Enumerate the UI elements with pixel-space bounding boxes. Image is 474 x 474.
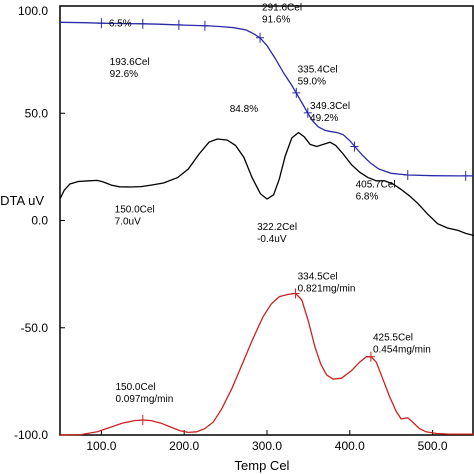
annotation-label: 91.6% — [262, 14, 290, 25]
annotation-label: -0.4uV — [257, 234, 287, 245]
y-tick-label: 100.0 — [18, 4, 48, 18]
annotation-label: 150.0Cel — [115, 204, 155, 215]
annotation-label: 405.7Cel — [356, 179, 396, 190]
tg-marker — [350, 141, 359, 152]
annotation-label: 322.2Cel — [257, 222, 297, 233]
annotation-label: 7.0uV — [115, 216, 141, 227]
y-tick-label: 0.0 — [31, 214, 48, 228]
x-tick-label: 100.0 — [86, 439, 116, 453]
annotation-label: 193.6Cel — [110, 57, 150, 68]
markers-group — [97, 18, 470, 425]
tg-marker — [200, 20, 209, 31]
x-tick-label: 400.0 — [335, 439, 365, 453]
tg-marker — [403, 170, 412, 181]
axes: 100.0 200.0 300.0 400.0 500.0 100.0 50.0 0.0 -50… — [14, 4, 474, 453]
dta-curve — [59, 131, 474, 237]
y-tick-label: 50.0 — [25, 106, 49, 120]
x-tick-label: 500.0 — [418, 439, 448, 453]
tg-curve — [59, 21, 474, 177]
tg-marker — [97, 18, 106, 29]
tg-marker — [461, 170, 470, 181]
dtg-curve — [59, 292, 474, 436]
x-tick-label: 300.0 — [252, 439, 282, 453]
tg-marker — [174, 19, 183, 30]
annotation-label: 150.0Cel — [115, 382, 155, 393]
dtg-marker — [366, 351, 375, 362]
dtg-marker — [138, 414, 147, 425]
annotation-label: 6.8% — [356, 191, 379, 202]
annotation-label: 349.3Cel — [310, 101, 350, 112]
annotation-label: 92.6% — [110, 69, 138, 80]
annotation-label: 0.097mg/min — [115, 394, 173, 405]
x-tick-label: 200.0 — [169, 439, 199, 453]
annotation-label: 0.454mg/min — [373, 345, 431, 356]
annotation-label: 291.6Cel — [262, 2, 302, 13]
annotation-label: 425.5Cel — [373, 333, 413, 344]
annotation-label: 0.821mg/min — [298, 283, 356, 294]
annotation-label: 59.0% — [298, 76, 326, 87]
tg-marker — [138, 18, 147, 29]
y-tick-label: -50.0 — [21, 321, 49, 335]
annotation-label: 84.8% — [230, 104, 258, 115]
y-tick-label: -100.0 — [14, 428, 48, 442]
annotation-label: 49.2% — [310, 113, 338, 124]
annotation-label: 334.5Cel — [298, 271, 338, 282]
tg-marker — [256, 32, 265, 43]
annotation-label: 335.4Cel — [298, 64, 338, 75]
dtg-marker — [291, 288, 300, 299]
tg-marker — [303, 107, 312, 118]
annotation-label: 6.5% — [109, 18, 132, 29]
y-axis-title: DTA uV — [0, 193, 44, 208]
tg-marker — [292, 87, 301, 98]
x-axis-title: Temp Cel — [235, 458, 290, 473]
